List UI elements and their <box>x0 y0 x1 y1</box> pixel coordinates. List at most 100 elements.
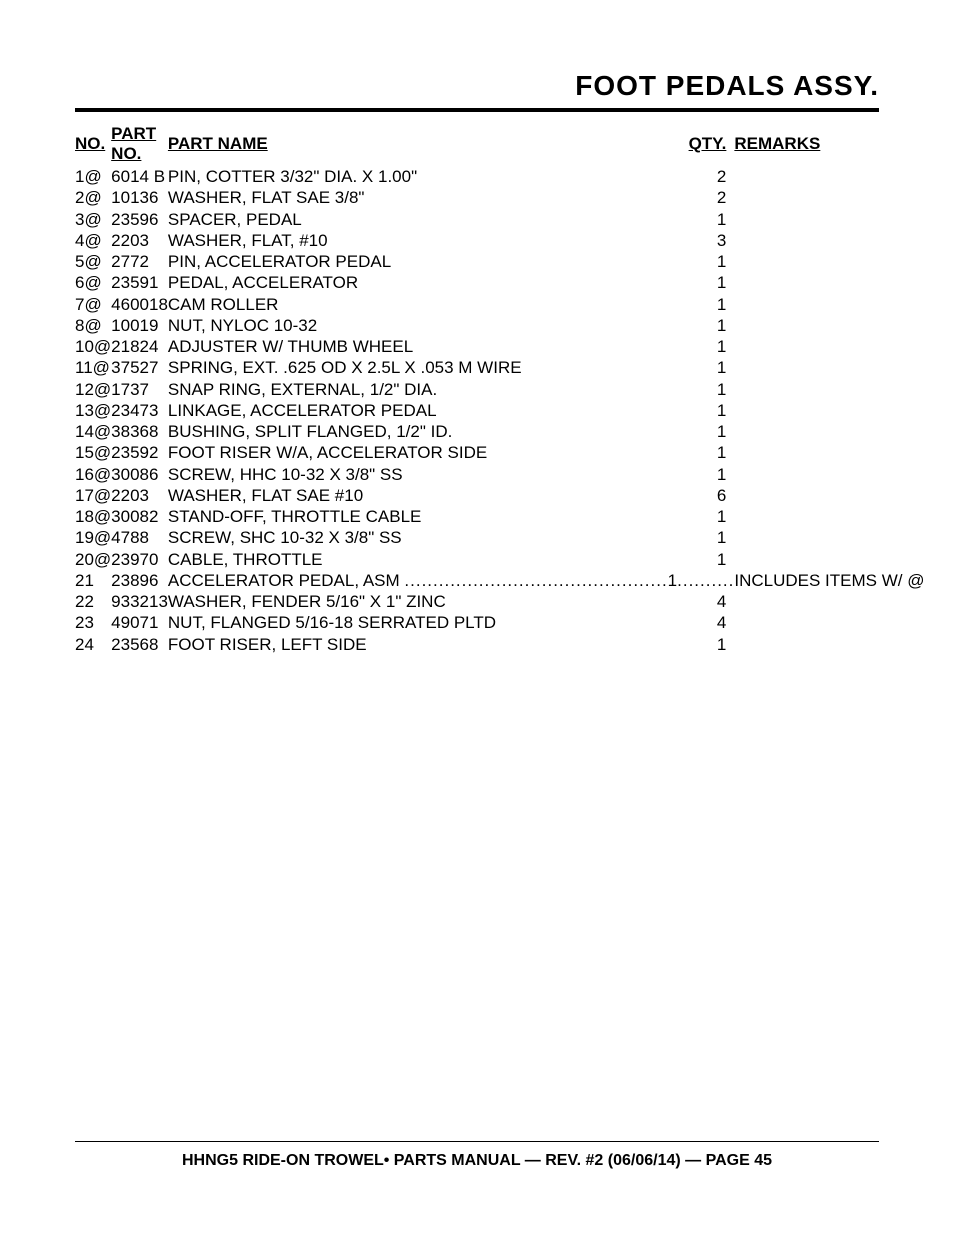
cell-no: 4@ <box>75 230 111 251</box>
header-name: PART NAME <box>168 124 668 166</box>
table-row: 18@30082STAND-OFF, THROTTLE CABLE1 <box>75 506 924 527</box>
cell-no: 21 <box>75 570 111 591</box>
cell-qty: 1 <box>668 634 735 655</box>
cell-part-no: 2203 <box>111 230 168 251</box>
table-row: 2123896ACCELERATOR PEDAL, ASM ..........… <box>75 570 924 591</box>
cell-no: 3@ <box>75 209 111 230</box>
cell-part-no: 23596 <box>111 209 168 230</box>
cell-no: 10@ <box>75 336 111 357</box>
cell-part-name: FOOT RISER W/A, ACCELERATOR SIDE <box>168 442 668 463</box>
table-row: 6@23591PEDAL, ACCELERATOR1 <box>75 272 924 293</box>
cell-part-name: WASHER, FLAT, #10 <box>168 230 668 251</box>
cell-qty: 1.......... <box>668 570 735 591</box>
cell-part-no: 30082 <box>111 506 168 527</box>
cell-remarks <box>734 591 924 612</box>
cell-remarks <box>734 421 924 442</box>
cell-no: 24 <box>75 634 111 655</box>
cell-no: 15@ <box>75 442 111 463</box>
cell-part-no: 23473 <box>111 400 168 421</box>
cell-part-no: 23568 <box>111 634 168 655</box>
table-row: 8@10019NUT, NYLOC 10-321 <box>75 315 924 336</box>
cell-qty: 1 <box>668 464 735 485</box>
cell-part-no: 2772 <box>111 251 168 272</box>
table-row: 12@1737SNAP RING, EXTERNAL, 1/2" DIA.1 <box>75 379 924 400</box>
cell-qty: 1 <box>668 379 735 400</box>
cell-no: 8@ <box>75 315 111 336</box>
cell-no: 22 <box>75 591 111 612</box>
cell-part-no: 23591 <box>111 272 168 293</box>
title-rule <box>75 108 879 112</box>
cell-part-name: PIN, COTTER 3/32" DIA. X 1.00" <box>168 166 668 187</box>
cell-no: 2@ <box>75 187 111 208</box>
cell-qty: 2 <box>668 166 735 187</box>
table-row: 15@23592FOOT RISER W/A, ACCELERATOR SIDE… <box>75 442 924 463</box>
cell-part-name: STAND-OFF, THROTTLE CABLE <box>168 506 668 527</box>
cell-part-name: ADJUSTER W/ THUMB WHEEL <box>168 336 668 357</box>
cell-qty: 1 <box>668 294 735 315</box>
cell-qty: 1 <box>668 209 735 230</box>
cell-remarks <box>734 379 924 400</box>
cell-qty: 1 <box>668 549 735 570</box>
table-row: 14@38368BUSHING, SPLIT FLANGED, 1/2" ID.… <box>75 421 924 442</box>
cell-remarks <box>734 336 924 357</box>
cell-part-name: ACCELERATOR PEDAL, ASM .................… <box>168 570 668 591</box>
cell-remarks <box>734 272 924 293</box>
cell-remarks <box>734 506 924 527</box>
cell-no: 20@ <box>75 549 111 570</box>
cell-no: 17@ <box>75 485 111 506</box>
cell-part-name: NUT, NYLOC 10-32 <box>168 315 668 336</box>
table-row: 5@2772PIN, ACCELERATOR PEDAL1 <box>75 251 924 272</box>
table-row: 11@37527SPRING, EXT. .625 OD X 2.5L X .0… <box>75 357 924 378</box>
cell-part-name: SPACER, PEDAL <box>168 209 668 230</box>
cell-remarks <box>734 166 924 187</box>
cell-no: 23 <box>75 612 111 633</box>
cell-qty: 1 <box>668 527 735 548</box>
cell-part-no: 460018 <box>111 294 168 315</box>
table-row: 20@23970CABLE, THROTTLE1 <box>75 549 924 570</box>
cell-qty: 1 <box>668 421 735 442</box>
cell-qty: 1 <box>668 506 735 527</box>
cell-qty: 1 <box>668 251 735 272</box>
header-no: NO. <box>75 124 111 166</box>
cell-no: 6@ <box>75 272 111 293</box>
cell-part-no: 4788 <box>111 527 168 548</box>
cell-remarks <box>734 315 924 336</box>
cell-part-name: SCREW, HHC 10-32 X 3/8" SS <box>168 464 668 485</box>
cell-qty: 4 <box>668 591 735 612</box>
cell-part-no: 23970 <box>111 549 168 570</box>
cell-no: 13@ <box>75 400 111 421</box>
table-row: 4@2203WASHER, FLAT, #103 <box>75 230 924 251</box>
cell-part-name: WASHER, FLAT SAE 3/8" <box>168 187 668 208</box>
cell-part-name: CAM ROLLER <box>168 294 668 315</box>
table-row: 1@6014 BPIN, COTTER 3/32" DIA. X 1.00"2 <box>75 166 924 187</box>
cell-part-name: FOOT RISER, LEFT SIDE <box>168 634 668 655</box>
cell-remarks <box>734 294 924 315</box>
cell-part-no: 6014 B <box>111 166 168 187</box>
table-row: 7@460018CAM ROLLER1 <box>75 294 924 315</box>
parts-table: NO. PART NO. PART NAME QTY. REMARKS 1@60… <box>75 124 924 655</box>
cell-part-no: 10019 <box>111 315 168 336</box>
cell-part-name: PIN, ACCELERATOR PEDAL <box>168 251 668 272</box>
cell-qty: 1 <box>668 272 735 293</box>
cell-qty: 1 <box>668 442 735 463</box>
cell-qty: 2 <box>668 187 735 208</box>
cell-part-no: 10136 <box>111 187 168 208</box>
cell-no: 12@ <box>75 379 111 400</box>
cell-part-no: 38368 <box>111 421 168 442</box>
cell-no: 14@ <box>75 421 111 442</box>
cell-part-name: BUSHING, SPLIT FLANGED, 1/2" ID. <box>168 421 668 442</box>
cell-remarks: INCLUDES ITEMS W/ @ <box>734 570 924 591</box>
cell-part-no: 30086 <box>111 464 168 485</box>
cell-part-name: LINKAGE, ACCELERATOR PEDAL <box>168 400 668 421</box>
cell-remarks <box>734 485 924 506</box>
cell-qty: 1 <box>668 336 735 357</box>
cell-part-name: SNAP RING, EXTERNAL, 1/2" DIA. <box>168 379 668 400</box>
header-remarks: REMARKS <box>734 124 924 166</box>
cell-qty: 3 <box>668 230 735 251</box>
cell-remarks <box>734 634 924 655</box>
cell-remarks <box>734 230 924 251</box>
cell-part-name: WASHER, FENDER 5/16" X 1" ZINC <box>168 591 668 612</box>
table-row: 3@23596SPACER, PEDAL1 <box>75 209 924 230</box>
cell-part-no: 1737 <box>111 379 168 400</box>
table-row: 2@10136WASHER, FLAT SAE 3/8"2 <box>75 187 924 208</box>
